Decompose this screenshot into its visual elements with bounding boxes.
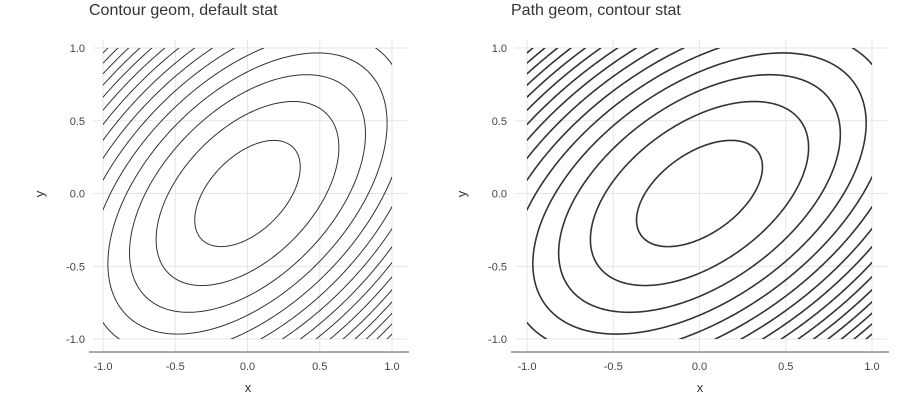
contour-line	[155, 100, 340, 287]
contour-line	[103, 48, 392, 339]
y-tick-label: 0.5	[70, 116, 85, 128]
contour-line	[635, 139, 764, 248]
contour-lines	[103, 48, 392, 339]
y-tick-label: 0.0	[492, 189, 507, 201]
contour-line	[103, 48, 392, 339]
contour-line	[527, 48, 872, 339]
contour-line	[103, 48, 392, 339]
contour-line	[103, 48, 392, 339]
contour-line	[527, 48, 872, 339]
contour-lines	[527, 48, 872, 339]
left-panel-title: Contour geom, default stat	[89, 2, 278, 19]
y-tick-label: -0.5	[488, 261, 507, 273]
x-tick-label: 0.0	[240, 361, 255, 373]
y-tick-label: 1.0	[492, 43, 507, 55]
contour-line	[107, 52, 388, 335]
left-panel-contour-geom: Contour geom, default stat x y -1.0 -0.5 0…	[32, 2, 409, 395]
y-tick-label: 1.0	[70, 43, 85, 55]
y-tick-label: 0.0	[70, 189, 85, 201]
x-tick-label: -0.5	[604, 361, 623, 373]
contour-line	[103, 48, 392, 339]
x-tick-label: 0.5	[778, 361, 793, 373]
right-y-axis-label: y	[454, 190, 469, 197]
contour-line	[527, 48, 872, 339]
contour-line	[103, 48, 392, 339]
right-panel-title: Path geom, contour stat	[511, 2, 681, 19]
contour-line	[103, 48, 392, 339]
x-tick-label: -0.5	[166, 361, 185, 373]
x-tick-label: -1.0	[94, 361, 113, 373]
contour-line	[103, 48, 392, 339]
x-tick-label: -1.0	[518, 361, 537, 373]
contour-line	[532, 52, 867, 335]
contour-line	[527, 48, 872, 339]
contour-line	[129, 74, 366, 313]
contour-line	[527, 48, 872, 339]
left-x-axis-label: x	[245, 380, 252, 395]
contour-line	[527, 48, 872, 339]
contour-line	[103, 48, 392, 339]
contour-line	[527, 48, 872, 339]
contour-line	[527, 48, 872, 339]
contour-line	[103, 48, 392, 339]
contour-line	[557, 73, 842, 314]
grid	[515, 40, 887, 352]
x-tick-label: 0.5	[312, 361, 327, 373]
contour-line	[589, 100, 810, 287]
left-y-axis-label: y	[32, 190, 47, 197]
y-tick-label: 0.5	[492, 116, 507, 128]
x-tick-label: 1.0	[384, 361, 399, 373]
contour-line	[194, 139, 301, 248]
contour-line	[527, 48, 872, 339]
x-tick-label: 0.0	[692, 361, 707, 373]
y-tick-label: -1.0	[488, 334, 507, 346]
contour-line	[527, 48, 872, 339]
y-tick-label: -0.5	[66, 261, 85, 273]
contour-line	[103, 48, 392, 339]
right-x-axis-label: x	[697, 380, 704, 395]
grid	[93, 40, 407, 352]
contour-line	[527, 48, 872, 339]
x-tick-label: 1.0	[864, 361, 879, 373]
y-tick-label: -1.0	[66, 334, 85, 346]
right-panel-path-geom: Path geom, contour stat x y -1.0 -0.5 0.0 0…	[454, 2, 889, 395]
